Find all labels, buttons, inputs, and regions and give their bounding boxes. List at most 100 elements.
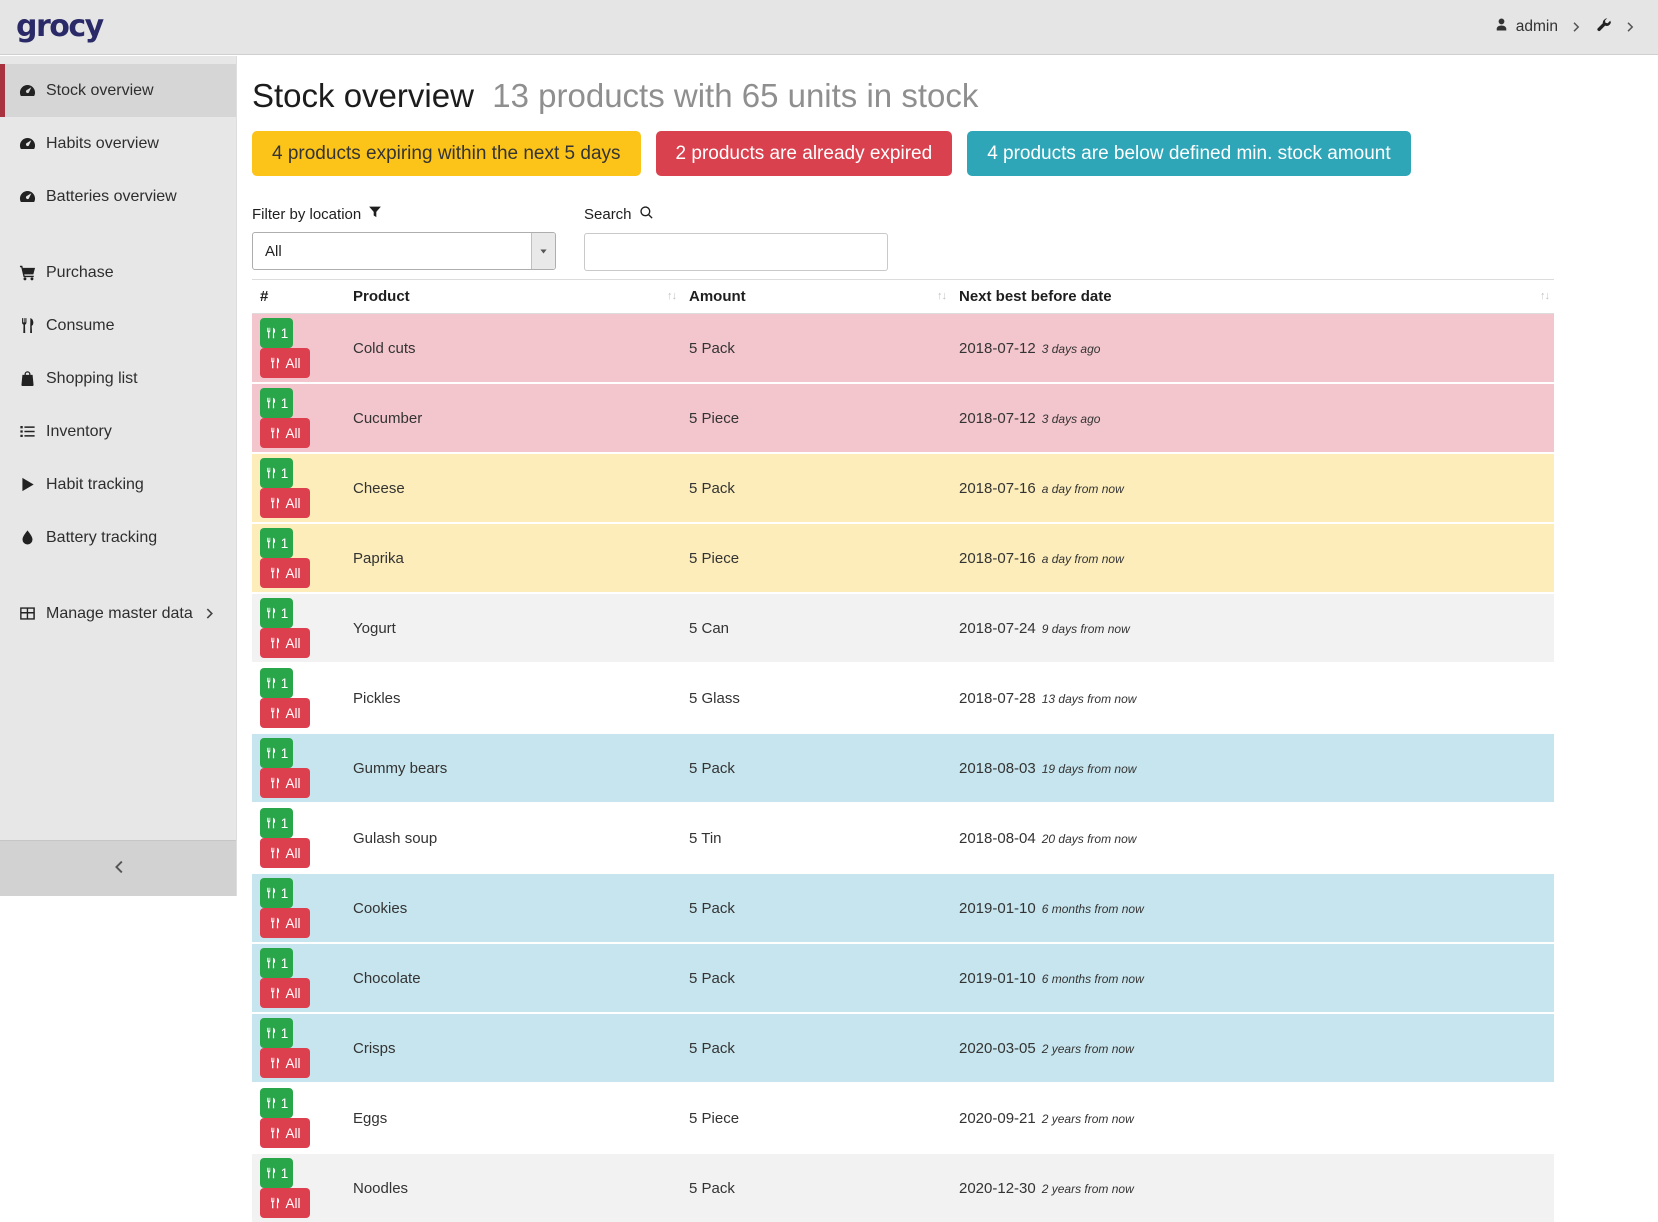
- table-header-row: #Product↑↓Amount↑↓Next best before date↑…: [252, 280, 1554, 314]
- location-filter-label: Filter by location: [252, 205, 556, 223]
- sidebar-item-battery-tracking[interactable]: Battery tracking: [0, 511, 236, 564]
- badge-below-min-stock[interactable]: 4 products are below defined min. stock …: [967, 131, 1410, 177]
- sidebar-group: Manage master data: [0, 587, 236, 640]
- consume-one-button[interactable]: 1: [260, 808, 293, 838]
- sidebar-item-label: Consume: [46, 317, 114, 335]
- badge-expired[interactable]: 2 products are already expired: [656, 131, 953, 177]
- tachometer-icon: [19, 82, 36, 99]
- utensils-icon: [269, 987, 281, 999]
- sidebar: Stock overview Habits overview Batteries o…: [0, 56, 237, 896]
- sidebar-item-habits-overview[interactable]: Habits overview: [0, 117, 236, 170]
- consume-one-button[interactable]: 1: [260, 668, 293, 698]
- sidebar-item-shopping-list[interactable]: Shopping list: [0, 352, 236, 405]
- relative-date: 2 years from now: [1042, 1042, 1134, 1056]
- utensils-icon: [265, 1167, 277, 1179]
- sidebar-collapse-button[interactable]: [0, 840, 236, 896]
- location-select[interactable]: All: [252, 232, 556, 270]
- sidebar-item-habit-tracking[interactable]: Habit tracking: [0, 458, 236, 511]
- consume-one-button[interactable]: 1: [260, 528, 293, 558]
- consume-one-button[interactable]: 1: [260, 598, 293, 628]
- utensils-icon: [269, 1057, 281, 1069]
- product-cell: Cheese: [345, 453, 681, 523]
- consume-all-button[interactable]: All: [260, 488, 310, 518]
- consume-all-button[interactable]: All: [260, 558, 310, 588]
- relative-date: a day from now: [1042, 482, 1124, 496]
- consume-all-button[interactable]: All: [260, 418, 310, 448]
- location-select-value: All: [265, 243, 282, 260]
- settings-menu[interactable]: [1596, 17, 1612, 37]
- consume-all-button[interactable]: All: [260, 978, 310, 1008]
- consume-one-button[interactable]: 1: [260, 1158, 293, 1188]
- consume-all-button[interactable]: All: [260, 1048, 310, 1078]
- utensils-icon: [265, 467, 277, 479]
- product-cell: Paprika: [345, 523, 681, 593]
- search-input[interactable]: [584, 233, 888, 271]
- consume-one-button[interactable]: 1: [260, 388, 293, 418]
- consume-all-button[interactable]: All: [260, 908, 310, 938]
- table-icon: [19, 605, 36, 622]
- sidebar-item-purchase[interactable]: Purchase: [0, 246, 236, 299]
- consume-one-button[interactable]: 1: [260, 948, 293, 978]
- relative-date: 6 months from now: [1042, 902, 1144, 916]
- sidebar-item-inventory[interactable]: Inventory: [0, 405, 236, 458]
- amount-cell: 5 Pack: [681, 943, 951, 1013]
- relative-date: 6 months from now: [1042, 972, 1144, 986]
- sidebar-item-batteries-overview[interactable]: Batteries overview: [0, 170, 236, 223]
- chevron-left-icon: [109, 858, 127, 876]
- relative-date: 2 years from now: [1042, 1182, 1134, 1196]
- sidebar-item-stock-overview[interactable]: Stock overview: [0, 64, 236, 117]
- consume-one-button[interactable]: 1: [260, 318, 293, 348]
- consume-one-button[interactable]: 1: [260, 1018, 293, 1048]
- consume-one-button[interactable]: 1: [260, 878, 293, 908]
- search-label-text: Search: [584, 206, 632, 223]
- sidebar-item-label: Habits overview: [46, 135, 159, 153]
- user-menu[interactable]: admin: [1494, 17, 1558, 37]
- product-cell: Cookies: [345, 873, 681, 943]
- consume-all-button[interactable]: All: [260, 1118, 310, 1148]
- sidebar-group: Stock overview Habits overview Batteries o…: [0, 64, 236, 223]
- page-title: Stock overview 13 products with 65 units…: [252, 76, 1658, 116]
- wrench-icon: [1596, 17, 1612, 33]
- utensils-icon: [269, 497, 281, 509]
- badge-expiring[interactable]: 4 products expiring within the next 5 da…: [252, 131, 641, 177]
- filter-row: Filter by location All Search: [252, 205, 1658, 271]
- consume-all-button[interactable]: All: [260, 348, 310, 378]
- consume-all-button[interactable]: All: [260, 698, 310, 728]
- product-cell: Gummy bears: [345, 733, 681, 803]
- column-header-product[interactable]: Product↑↓: [345, 280, 681, 314]
- sidebar-item-label: Manage master data: [46, 605, 193, 623]
- utensils-icon: [265, 537, 277, 549]
- consume-one-button[interactable]: 1: [260, 1088, 293, 1118]
- consume-all-button[interactable]: All: [260, 1188, 310, 1218]
- column-header-next-best-before-date[interactable]: Next best before date↑↓: [951, 280, 1554, 314]
- consume-one-button[interactable]: 1: [260, 738, 293, 768]
- sidebar-item-label: Habit tracking: [46, 476, 144, 494]
- sidebar-item-manage-master-data[interactable]: Manage master data: [0, 587, 236, 640]
- product-cell: Cucumber: [345, 383, 681, 453]
- consume-one-button[interactable]: 1: [260, 458, 293, 488]
- relative-date: 3 days ago: [1042, 342, 1101, 356]
- product-cell: Cold cuts: [345, 314, 681, 384]
- utensils-icon: [269, 567, 281, 579]
- sidebar-item-label: Battery tracking: [46, 529, 157, 547]
- app-logo[interactable]: grocy: [16, 12, 103, 42]
- consume-all-button[interactable]: All: [260, 628, 310, 658]
- status-badges: 4 products expiring within the next 5 da…: [252, 131, 1658, 177]
- consume-all-button[interactable]: All: [260, 768, 310, 798]
- column-header-amount[interactable]: Amount↑↓: [681, 280, 951, 314]
- sidebar-item-consume[interactable]: Consume: [0, 299, 236, 352]
- consume-all-button[interactable]: All: [260, 838, 310, 868]
